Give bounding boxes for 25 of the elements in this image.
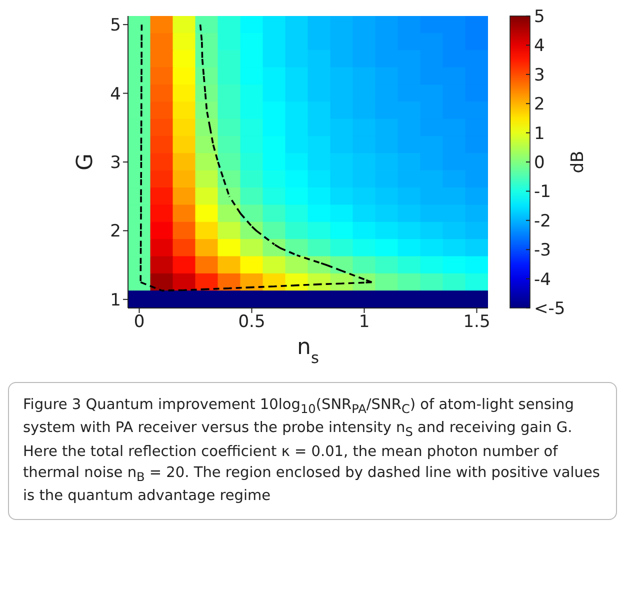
y-tick-label: 5 xyxy=(110,16,121,36)
color-bar-label: -2 xyxy=(534,211,551,232)
x-tick-label: 0 xyxy=(134,312,145,332)
text: Figure 3 Quantum improvement 10log$_{10}$(SNR$_{PA}$/SNR$_{C}$) of atom-light sensing system with PA receiver versus the probe intensity n$_{S}$ and receiving gain G. Here the total reflection coefficient κ = 0.01, the mean photon number of thermal noise n$_{B}$ = 20. The region enclosed by dashed line with positive values is the quantum advantage regime xyxy=(23,397,600,504)
y-axis-title: G xyxy=(73,153,98,171)
y-tick-label: 4 xyxy=(110,84,121,104)
color-bar-label: 3 xyxy=(534,65,545,86)
x-tick-label: 0.5 xyxy=(238,312,266,332)
color-bar-label: 2 xyxy=(534,94,545,115)
color-bar-label: -4 xyxy=(534,270,551,290)
color-bar-label: 5 xyxy=(534,7,545,27)
color-bar-label: 0 xyxy=(534,153,545,173)
color-bar-label: 4 xyxy=(534,36,545,56)
gradient-legend: <-5 -4 -3 -2 -1 0 1 2 3 4 5 dB xyxy=(508,8,598,378)
x-axis-title: n$_{s}$ xyxy=(297,335,319,367)
color-bar-label: 1 xyxy=(534,124,545,144)
color-bar-title: dB xyxy=(568,150,588,174)
y-tick-label: 1 xyxy=(110,290,121,310)
y-tick-label: 3 xyxy=(110,153,121,174)
color-bar-label: <-5 xyxy=(534,299,566,319)
y-tick-label: 2 xyxy=(110,222,121,242)
color-bar-label: -1 xyxy=(534,182,551,202)
color-bar-label: -3 xyxy=(534,240,551,261)
x-tick-label: 1.5 xyxy=(463,312,490,332)
x-tick-label: 1 xyxy=(358,312,370,332)
